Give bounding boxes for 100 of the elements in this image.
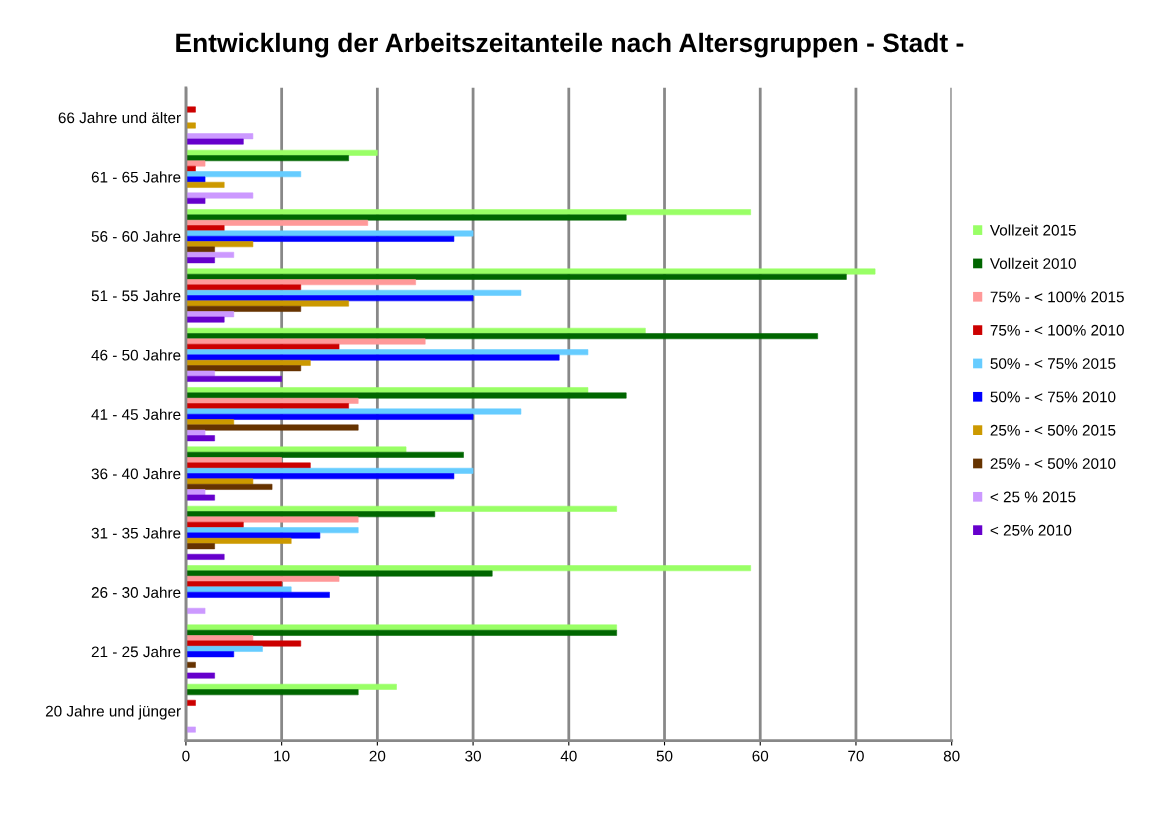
bar xyxy=(185,661,196,668)
bar xyxy=(185,160,206,167)
bar xyxy=(185,483,273,490)
legend-label: < 25% 2010 xyxy=(990,524,1072,536)
bar xyxy=(185,155,349,162)
bar xyxy=(185,138,244,145)
bar xyxy=(185,451,464,458)
bar xyxy=(185,494,215,501)
bar xyxy=(185,527,359,534)
bar xyxy=(185,511,436,518)
bar xyxy=(185,338,426,345)
bar xyxy=(185,505,617,512)
bar xyxy=(185,106,196,113)
bar xyxy=(185,316,225,323)
bar xyxy=(185,640,302,647)
y-tick-label: 21 - 25 Jahre xyxy=(91,646,181,658)
bar xyxy=(185,575,340,582)
bar xyxy=(185,726,196,733)
x-tick-label: 70 xyxy=(848,750,864,762)
x-tick-label: 50 xyxy=(656,750,673,762)
x-tick-label: 80 xyxy=(943,750,960,762)
bar xyxy=(185,241,254,248)
bar xyxy=(185,586,292,593)
bar xyxy=(185,537,292,544)
legend-label: 50% - < 75% 2015 xyxy=(990,358,1116,369)
bar xyxy=(185,424,359,431)
legend-label: Vollzeit 2010 xyxy=(989,257,1076,269)
y-tick-label: 20 Jahre und jünger xyxy=(45,705,181,720)
bar xyxy=(185,122,196,129)
bar xyxy=(185,629,617,636)
bar xyxy=(185,473,455,480)
y-tick-label: 51 - 55 Jahre xyxy=(91,289,181,302)
bar xyxy=(185,446,407,453)
x-tick-label: 0 xyxy=(182,750,190,762)
y-tick-label: 31 - 35 Jahre xyxy=(91,527,181,539)
bar xyxy=(185,149,378,156)
legend-label: < 25 % 2015 xyxy=(990,491,1076,503)
bar xyxy=(185,570,493,577)
bar xyxy=(185,354,560,361)
bar xyxy=(185,219,369,226)
bar xyxy=(185,268,876,275)
bar xyxy=(185,181,225,188)
bar xyxy=(185,408,522,415)
bar xyxy=(185,257,215,264)
bar xyxy=(185,171,302,178)
bar xyxy=(185,516,359,523)
legend-label: 75% - < 100% 2015 xyxy=(990,291,1124,303)
x-tick-label: 40 xyxy=(560,750,577,762)
y-tick-label: 46 - 50 Jahre xyxy=(91,349,181,361)
bar xyxy=(185,300,349,307)
y-tick-label: 26 - 30 Jahre xyxy=(91,586,181,598)
bar xyxy=(185,462,311,469)
bar xyxy=(185,565,751,572)
bar xyxy=(185,235,455,242)
legend-label: 50% - < 75% 2010 xyxy=(990,391,1116,403)
bar xyxy=(185,133,254,140)
y-tick-label: 36 - 40 Jahre xyxy=(91,467,181,480)
bar xyxy=(185,543,215,550)
bar xyxy=(185,246,215,253)
y-tick-label: 61 - 65 Jahre xyxy=(91,171,181,183)
bar xyxy=(185,413,474,420)
bar xyxy=(185,375,282,382)
bar xyxy=(185,230,474,237)
legend-label: 25% - < 50% 2015 xyxy=(990,424,1116,436)
x-tick-label: 30 xyxy=(465,750,481,762)
bar xyxy=(185,392,627,399)
legend-label: Vollzeit 2015 xyxy=(989,224,1076,236)
y-tick-label: 66 Jahre und älter xyxy=(58,111,181,124)
bar xyxy=(185,214,627,221)
bar xyxy=(185,591,330,598)
bar xyxy=(185,197,206,204)
bar xyxy=(185,607,206,614)
bar xyxy=(185,553,225,560)
bar xyxy=(185,532,321,539)
bar xyxy=(185,370,215,377)
bar xyxy=(185,672,215,679)
bar xyxy=(185,279,416,286)
legend-label: 75% - < 100% 2010 xyxy=(990,324,1124,336)
x-tick-label: 10 xyxy=(274,750,290,762)
bar xyxy=(185,176,206,183)
bar xyxy=(185,192,254,199)
bar xyxy=(185,365,302,372)
chart-title: Entwicklung der Arbeitszeitanteile nach Altersgruppen - Stadt - xyxy=(176,32,964,58)
bar xyxy=(185,645,263,652)
bar xyxy=(185,435,215,442)
bar xyxy=(185,699,196,706)
y-tick-label: 56 - 60 Jahre xyxy=(91,230,181,242)
bar xyxy=(185,284,302,291)
bar xyxy=(185,478,254,485)
x-tick-label: 20 xyxy=(369,750,386,762)
bar xyxy=(185,624,617,631)
x-tick-label: 60 xyxy=(752,750,769,762)
bar xyxy=(185,273,847,280)
bar xyxy=(185,333,818,340)
y-tick-label: 41 - 45 Jahre xyxy=(91,408,181,420)
legend-label: 25% - < 50% 2010 xyxy=(990,458,1116,470)
bar xyxy=(185,689,359,696)
bar xyxy=(185,651,235,658)
bar xyxy=(185,305,302,312)
bar xyxy=(185,295,474,302)
